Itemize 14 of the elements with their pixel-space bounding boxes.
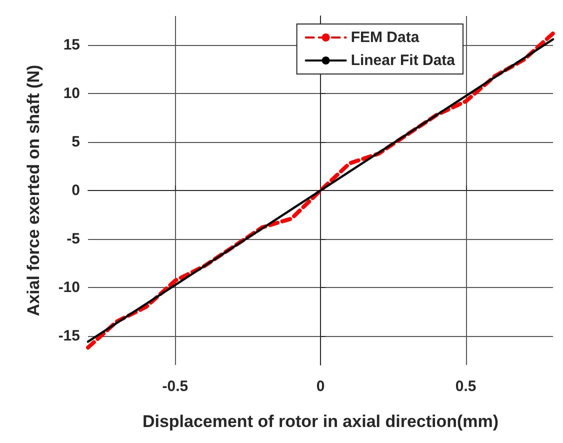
y-tick-label: -15 [58, 327, 80, 344]
x-axis-title: Displacement of rotor in axial direction(mm) [142, 412, 499, 431]
legend-label: FEM Data [350, 29, 420, 46]
y-tick-label: 10 [63, 85, 80, 102]
y-tick-label: 0 [72, 182, 80, 199]
y-axis-title: Axial force exerted on shaft (N) [24, 64, 43, 316]
x-tick-label: -0.5 [162, 378, 188, 395]
y-tick-label: -10 [58, 278, 80, 296]
x-tick-label: 0.5 [455, 378, 476, 395]
y-tick-label: 5 [72, 134, 80, 151]
y-tick-label: 15 [63, 36, 80, 54]
x-tick-label: 0 [316, 378, 325, 395]
legend-label: Linear Fit Data [350, 52, 456, 69]
y-tick-label: -5 [66, 230, 80, 248]
